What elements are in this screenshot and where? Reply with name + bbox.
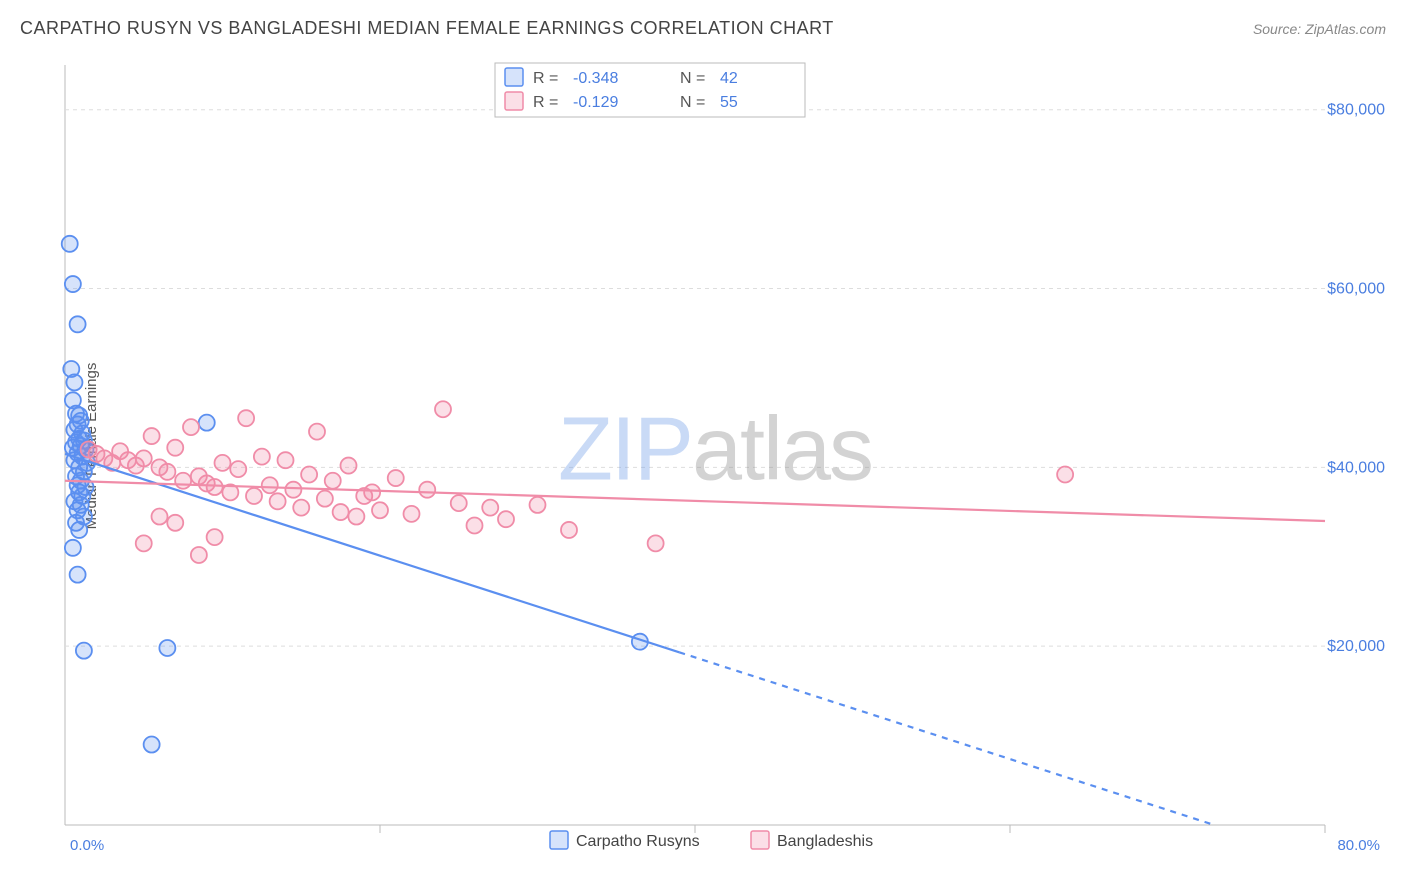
r-value: -0.348 [573, 70, 618, 87]
data-point [648, 535, 664, 551]
data-point [1057, 467, 1073, 483]
data-point [152, 509, 168, 525]
data-point [451, 495, 467, 511]
data-point [285, 482, 301, 498]
data-point [333, 504, 349, 520]
data-point [191, 547, 207, 563]
data-point [467, 517, 483, 533]
data-point [293, 500, 309, 516]
chart-container: ZIPatlas $20,000$40,000$60,000$80,0000.0… [45, 55, 1385, 845]
svg-text:$80,000: $80,000 [1327, 102, 1385, 119]
trend-line-extrapolated [679, 652, 1214, 825]
data-point [71, 522, 87, 538]
data-point [167, 515, 183, 531]
data-point [404, 506, 420, 522]
data-point [419, 482, 435, 498]
svg-text:$40,000: $40,000 [1327, 459, 1385, 476]
data-point [215, 455, 231, 471]
data-point [530, 497, 546, 513]
stat-label: N = [680, 70, 705, 87]
data-point [435, 401, 451, 417]
data-point [207, 529, 223, 545]
data-point [301, 467, 317, 483]
chart-title: CARPATHO RUSYN VS BANGLADESHI MEDIAN FEM… [20, 18, 834, 39]
data-point [70, 316, 86, 332]
legend-label: Carpatho Rusyns [576, 833, 700, 850]
data-point [159, 640, 175, 656]
data-point [62, 236, 78, 252]
data-point [70, 567, 86, 583]
data-point [136, 535, 152, 551]
chart-header: CARPATHO RUSYN VS BANGLADESHI MEDIAN FEM… [0, 0, 1406, 49]
data-point [199, 415, 215, 431]
data-point [207, 479, 223, 495]
r-value: -0.129 [573, 94, 618, 111]
data-point [262, 477, 278, 493]
data-point [246, 488, 262, 504]
stat-label: R = [533, 94, 558, 111]
data-point [270, 493, 286, 509]
data-point [325, 473, 341, 489]
data-point [309, 424, 325, 440]
data-point [278, 452, 294, 468]
data-point [65, 540, 81, 556]
data-point [238, 410, 254, 426]
legend-swatch [751, 831, 769, 849]
svg-text:$20,000: $20,000 [1327, 638, 1385, 655]
svg-text:0.0%: 0.0% [70, 837, 104, 854]
data-point [317, 491, 333, 507]
data-point [183, 419, 199, 435]
data-point [498, 511, 514, 527]
data-point [341, 458, 357, 474]
data-point [167, 440, 183, 456]
data-point [136, 450, 152, 466]
data-point [144, 737, 160, 753]
data-point [372, 502, 388, 518]
data-point [254, 449, 270, 465]
svg-text:80.0%: 80.0% [1337, 837, 1380, 854]
legend-swatch [550, 831, 568, 849]
chart-svg: $20,000 $40,000 $60,000 $80,000 0.0% 80.0% R =… [45, 55, 1385, 885]
stat-label: R = [533, 70, 558, 87]
n-value: 55 [720, 94, 738, 111]
data-point [364, 484, 380, 500]
data-point [175, 473, 191, 489]
n-value: 42 [720, 70, 738, 87]
data-point [348, 509, 364, 525]
data-point [65, 276, 81, 292]
legend-swatch [505, 68, 523, 86]
data-point [144, 428, 160, 444]
legend-label: Bangladeshis [777, 833, 873, 850]
data-point [388, 470, 404, 486]
data-point [76, 643, 92, 659]
svg-text:$60,000: $60,000 [1327, 281, 1385, 298]
stat-label: N = [680, 94, 705, 111]
legend-swatch [505, 92, 523, 110]
data-point [230, 461, 246, 477]
data-point [66, 374, 82, 390]
data-point [561, 522, 577, 538]
data-point [159, 464, 175, 480]
source-attribution: Source: ZipAtlas.com [1253, 21, 1386, 37]
data-point [482, 500, 498, 516]
